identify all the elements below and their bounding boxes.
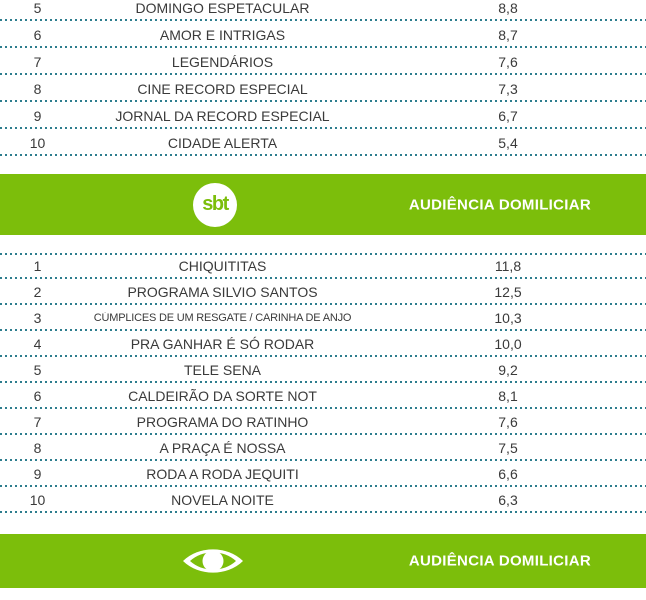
sbt-header-title: AUDIÊNCIA DOMILICIAR (408, 196, 591, 213)
rank-cell: 1 (33, 258, 42, 274)
rating-cell: 6,6 (498, 466, 518, 482)
rank-cell: 9 (33, 107, 42, 124)
top-ranking-table: 5 DOMINGO ESPETACULAR 8,8 6 AMOR E INTRIGAS 8… (0, 0, 646, 156)
table-row: 5 DOMINGO ESPETACULAR 8,8 (0, 0, 646, 21)
sbt-ranking-table: 1 CHIQUITITAS 11,8 2 PROGRAMA SILVIO SANTOS 1… (0, 253, 646, 513)
rank-cell: 10 (29, 492, 46, 508)
band-eye-icon (183, 549, 243, 573)
rank-cell: 7 (33, 53, 42, 70)
program-cell: CÚMPLICES DE UM RESGATE / CARINHA DE ANJ… (93, 312, 352, 324)
sbt-logo: sbt (193, 182, 237, 227)
table-row: 6 AMOR E INTRIGAS 8,7 (0, 21, 646, 48)
program-cell: PROGRAMA DO RATINHO (136, 414, 309, 430)
program-cell: CIDADE ALERTA (167, 134, 278, 151)
rating-cell: 8,7 (498, 26, 518, 43)
program-cell: NOVELA NOITE (171, 492, 274, 508)
program-cell: A PRAÇA É NOSSA (159, 440, 286, 456)
table-row: 3 CÚMPLICES DE UM RESGATE / CARINHA DE AN… (0, 305, 646, 331)
rating-cell: 10,0 (494, 336, 522, 352)
rating-cell: 7,6 (498, 414, 518, 430)
rank-cell: 4 (33, 336, 42, 352)
rating-cell: 5,4 (498, 134, 518, 151)
table-row: 6 CALDEIRÃO DA SORTE NOT 8,1 (0, 383, 646, 409)
table-row: 2 PROGRAMA SILVIO SANTOS 12,5 (0, 279, 646, 305)
rating-cell: 6,3 (498, 492, 518, 508)
rank-cell: 9 (33, 466, 42, 482)
rating-cell: 9,2 (498, 362, 518, 378)
rating-cell: 8,8 (498, 0, 518, 16)
band-header-title: AUDIÊNCIA DOMILICIAR (408, 552, 591, 570)
rank-cell: 8 (33, 440, 42, 456)
rank-cell: 2 (33, 284, 42, 300)
table-row: 4 PRA GANHAR É SÓ RODAR 10,0 (0, 331, 646, 357)
rank-cell: 7 (33, 414, 42, 430)
rating-cell: 11,8 (494, 258, 522, 274)
program-cell: JORNAL DA RECORD ESPECIAL (115, 107, 330, 124)
table-row: 7 PROGRAMA DO RATINHO 7,6 (0, 409, 646, 435)
rank-cell: 5 (33, 0, 42, 16)
table-row: 10 NOVELA NOITE 6,3 (0, 487, 646, 513)
rating-cell: 7,5 (498, 440, 518, 456)
program-cell: AMOR E INTRIGAS (159, 26, 286, 43)
program-cell: TELE SENA (183, 362, 262, 378)
rating-cell: 7,3 (498, 80, 518, 97)
table-row: 9 JORNAL DA RECORD ESPECIAL 6,7 (0, 102, 646, 129)
program-cell: CINE RECORD ESPECIAL (137, 80, 308, 97)
rank-cell: 10 (29, 134, 46, 151)
table-row: 1 CHIQUITITAS 11,8 (0, 253, 646, 279)
sbt-logo-text: sbt (202, 192, 229, 215)
rank-cell: 5 (33, 362, 42, 378)
rank-cell: 6 (33, 388, 42, 404)
band-header: AUDIÊNCIA DOMILICIAR (0, 534, 646, 588)
table-row: 5 TELE SENA 9,2 (0, 357, 646, 383)
table-row: 10 CIDADE ALERTA 5,4 (0, 129, 646, 156)
table-row: 7 LEGENDÁRIOS 7,6 (0, 48, 646, 75)
rating-cell: 8,1 (498, 388, 518, 404)
program-cell: PRA GANHAR É SÓ RODAR (130, 336, 315, 352)
rank-cell: 3 (33, 310, 42, 326)
rating-cell: 6,7 (498, 107, 518, 124)
program-cell: DOMINGO ESPETACULAR (135, 0, 310, 16)
rating-cell: 7,6 (498, 53, 518, 70)
rating-cell: 10,3 (494, 310, 522, 326)
program-cell: LEGENDÁRIOS (171, 53, 274, 70)
program-cell: PROGRAMA SILVIO SANTOS (127, 284, 318, 300)
program-cell: CHIQUITITAS (178, 258, 267, 274)
sbt-header: sbt AUDIÊNCIA DOMILICIAR (0, 174, 646, 235)
table-row: 8 CINE RECORD ESPECIAL 7,3 (0, 75, 646, 102)
rank-cell: 6 (33, 26, 42, 43)
table-row: 8 A PRAÇA É NOSSA 7,5 (0, 435, 646, 461)
program-cell: RODA A RODA JEQUITI (146, 466, 299, 482)
table-row: 9 RODA A RODA JEQUITI 6,6 (0, 461, 646, 487)
program-cell: CALDEIRÃO DA SORTE NOT (128, 388, 317, 404)
rating-cell: 12,5 (494, 284, 522, 300)
rank-cell: 8 (33, 80, 42, 97)
